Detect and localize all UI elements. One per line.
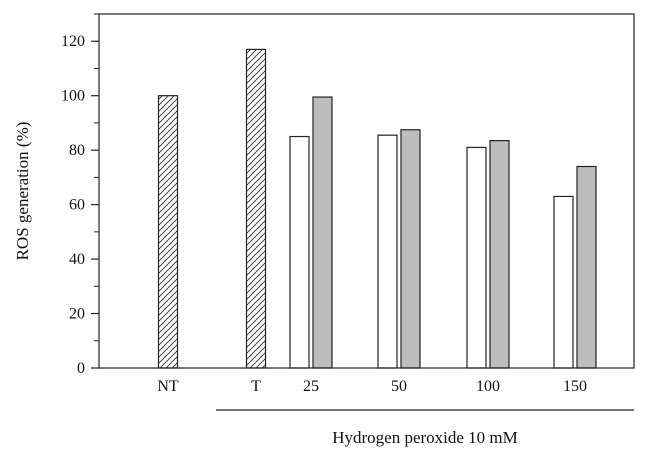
x-tick-label: 25: [303, 378, 319, 395]
bar-50-2: [377, 134, 398, 369]
group-label: Hydrogen peroxide 10 mM: [332, 428, 518, 447]
y-tick-label: 120: [61, 33, 85, 50]
x-tick-label: 150: [563, 378, 587, 395]
bars: [157, 48, 597, 369]
bar-150-3: [576, 165, 597, 369]
bar-nt-1: [157, 95, 179, 369]
bar-150-2: [553, 195, 574, 369]
x-tick-label: T: [251, 378, 261, 395]
bar-25-3: [312, 96, 333, 369]
bar-100-3: [489, 140, 510, 369]
y-tick-label: 60: [69, 197, 85, 214]
x-tick-label: NT: [157, 378, 179, 395]
bar-t-1: [245, 48, 267, 369]
y-tick-label: 0: [77, 360, 85, 377]
y-axis-title: ROS generation (%): [13, 122, 32, 261]
bar-100-2: [466, 146, 487, 369]
y-tick-label: 100: [61, 88, 85, 105]
y-axis-ticks: 0 20 40 60 80 100 120: [61, 13, 99, 377]
plot-frame: [98, 13, 635, 369]
bar-50-3: [400, 129, 421, 369]
x-tick-label: 50: [391, 378, 407, 395]
y-tick-label: 80: [69, 142, 85, 159]
x-axis-labels: NT T 25 50 100 150: [157, 378, 587, 395]
bar-25-2: [289, 135, 310, 369]
x-tick-label: 100: [476, 378, 500, 395]
y-tick-label: 20: [69, 306, 85, 323]
y-tick-label: 40: [69, 251, 85, 268]
